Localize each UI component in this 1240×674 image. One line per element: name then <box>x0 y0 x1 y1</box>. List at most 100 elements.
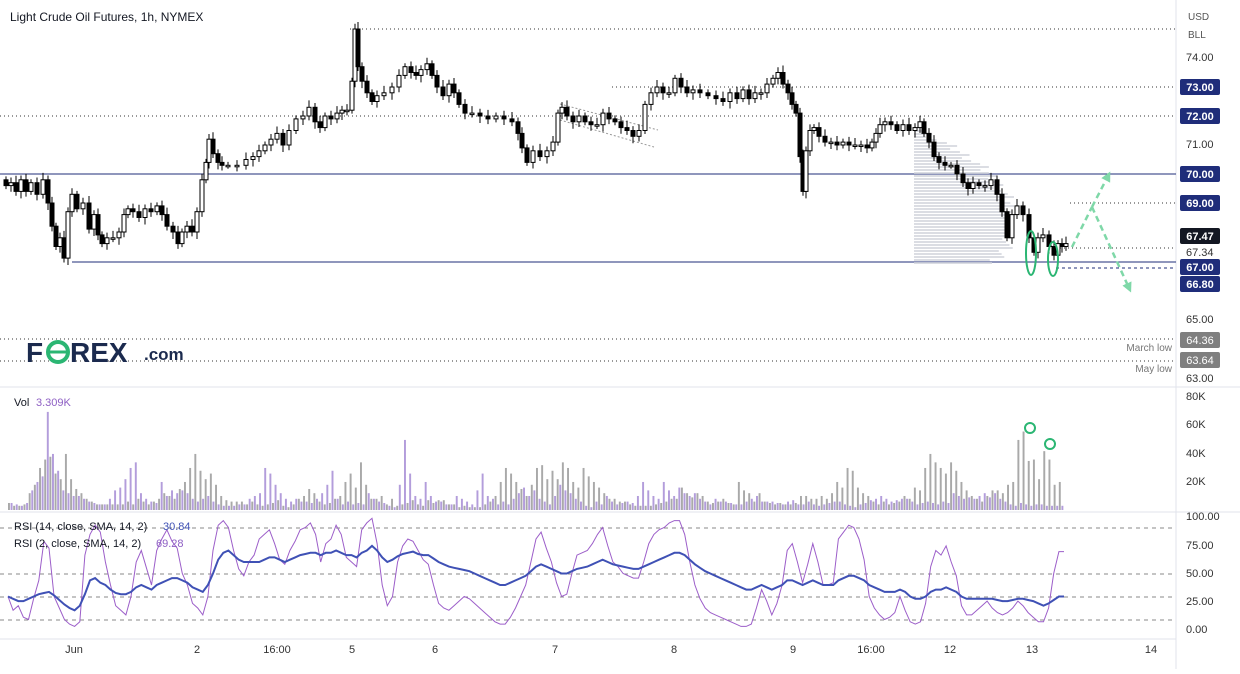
candle-body <box>931 141 937 158</box>
candle-body <box>600 112 606 126</box>
volume-bar <box>587 476 590 510</box>
badge-72: 72.00 <box>1186 111 1214 123</box>
volume-bar <box>642 481 645 510</box>
volume-bar <box>1043 451 1046 510</box>
candle-body <box>960 173 966 184</box>
volume-bar <box>574 498 577 510</box>
volume-bar <box>582 467 585 510</box>
volume-bar <box>269 473 272 510</box>
candle-body <box>274 132 280 140</box>
volume-profile-row <box>914 133 933 135</box>
volume-bar <box>898 501 901 510</box>
volume-bar <box>864 502 867 510</box>
candle-body <box>456 92 462 105</box>
volume-profile-row <box>914 238 1003 240</box>
time-tick-9: 9 <box>790 644 796 656</box>
volume-bar <box>828 502 831 510</box>
candle-body <box>418 69 424 76</box>
volume-bar <box>437 500 440 510</box>
volume-bar <box>699 498 701 510</box>
volume-bar <box>189 467 192 510</box>
arrow-up-2 <box>1090 171 1111 208</box>
volume-bar <box>538 498 541 510</box>
candle-body <box>537 150 543 158</box>
volume-bar <box>106 504 109 510</box>
candle-body <box>1063 243 1069 248</box>
candle-body <box>199 179 205 213</box>
candle-body <box>654 86 660 94</box>
candle-body <box>873 132 879 143</box>
volume-bar <box>466 501 469 510</box>
volume-bar <box>929 453 932 510</box>
candle-body <box>339 109 345 114</box>
volume-bar <box>354 487 357 510</box>
volume-bar <box>1004 501 1007 510</box>
volume-bar <box>999 498 1002 510</box>
volume-profile-row <box>914 223 1014 225</box>
volume-profile-row <box>914 181 996 183</box>
volume-bar <box>129 467 132 510</box>
volume-bar <box>98 504 101 510</box>
candle-body <box>194 211 200 233</box>
price-axis: USD BLL 74.00 71.00 65.00 63.00 73.00 72… <box>1126 12 1220 385</box>
volume-bar <box>919 490 921 510</box>
volume-bar <box>776 502 779 510</box>
volume-bar <box>644 505 647 510</box>
volume-bar <box>489 501 492 510</box>
candle-body <box>550 141 556 152</box>
candle-body <box>921 121 927 134</box>
candle-body <box>175 231 181 245</box>
volume-bar <box>934 462 937 510</box>
volume-profile-row <box>914 193 1008 195</box>
volume-profile-row <box>914 217 1014 219</box>
volume-bar <box>572 481 575 510</box>
volume-bar <box>701 495 704 510</box>
volume-bar <box>634 505 637 510</box>
candle-body <box>734 92 740 100</box>
candle-body <box>936 156 942 163</box>
volume-profile-row <box>914 214 1014 216</box>
volume-bar <box>150 501 153 510</box>
volume-bar <box>595 501 598 510</box>
volume-bar <box>942 501 945 510</box>
volume-bar <box>794 502 797 510</box>
volume-bar <box>833 501 836 510</box>
volume-bar <box>756 495 758 510</box>
volume-bar <box>414 495 417 510</box>
volume-bar <box>1025 504 1028 510</box>
candle-body <box>942 161 948 166</box>
candle-body <box>225 164 231 168</box>
candle-body <box>243 159 249 166</box>
candle-body <box>286 130 292 146</box>
candle-body <box>740 89 746 100</box>
volume-profile-row <box>914 172 989 174</box>
candle-body <box>982 185 988 188</box>
volume-bar <box>507 504 510 510</box>
candle-body <box>485 115 491 120</box>
volume-bar <box>492 498 494 510</box>
candle-body <box>381 92 387 97</box>
candle-body <box>389 86 395 94</box>
volume-bar <box>261 505 264 510</box>
volume-bar <box>968 497 971 510</box>
volume-bar <box>841 487 844 510</box>
volume-bar <box>665 501 668 510</box>
candle-body <box>544 150 550 158</box>
rsi2-line <box>7 517 1064 627</box>
volume-bar <box>1035 504 1038 510</box>
candle-body <box>322 115 328 129</box>
rsi-tick-25: 25.00 <box>1186 596 1214 608</box>
volume-profile-row <box>914 226 1014 228</box>
candle-body <box>91 214 97 230</box>
candle-body <box>840 141 846 146</box>
volume-bar <box>233 505 236 510</box>
candle-body <box>697 89 703 94</box>
candle-body <box>80 202 86 210</box>
volume-bar <box>724 501 727 510</box>
rsi-axis: 100.00 75.00 50.00 25.00 0.00 <box>1186 511 1220 636</box>
volume-bar <box>352 504 355 510</box>
time-tick-2: 2 <box>194 644 200 656</box>
volume-bar <box>1017 439 1020 510</box>
may-low-label: May low <box>1135 364 1172 375</box>
